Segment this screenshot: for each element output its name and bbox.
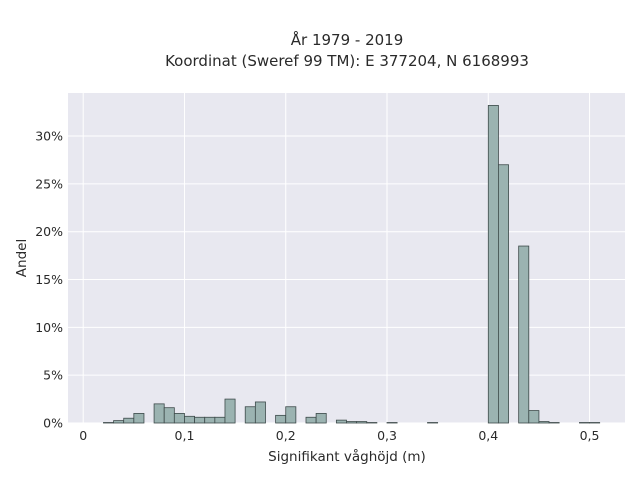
x-tick-label: 0,3 xyxy=(377,428,397,443)
histogram-bar xyxy=(153,403,165,424)
histogram-bar xyxy=(498,164,509,424)
histogram-bar xyxy=(163,407,175,424)
y-tick-label: 20% xyxy=(35,224,63,239)
histogram-bar xyxy=(224,398,236,424)
y-tick-label: 10% xyxy=(35,320,63,335)
histogram-bar xyxy=(528,410,540,424)
histogram-bar xyxy=(173,413,185,424)
x-axis-label: Signifikant våghöjd (m) xyxy=(268,448,426,465)
x-tick-labels: 0 0,1 0,2 0,3 0,4 0,5 xyxy=(79,428,599,443)
histogram-bar xyxy=(487,105,499,424)
plot-area xyxy=(68,93,625,423)
histogram-bar xyxy=(315,413,327,424)
x-tick-label: 0,4 xyxy=(478,428,498,443)
y-tick-label: 25% xyxy=(35,176,63,191)
histogram-bar xyxy=(204,416,216,424)
histogram-bar xyxy=(305,416,317,424)
histogram-bar xyxy=(214,416,226,424)
x-tick-label: 0 xyxy=(79,428,87,443)
y-tick-label: 5% xyxy=(43,368,63,383)
histogram-bar xyxy=(346,421,358,424)
histogram-bar xyxy=(518,245,530,424)
y-tick-label: 15% xyxy=(35,272,63,287)
y-tick-labels: 0% 5% 10% 15% 20% 25% 30% xyxy=(35,129,63,431)
histogram-bar xyxy=(356,421,368,424)
histogram-bar xyxy=(194,416,206,424)
x-tick-label: 0,2 xyxy=(276,428,296,443)
histogram-bar xyxy=(335,419,347,424)
histogram-bar xyxy=(184,415,195,424)
histogram-bar xyxy=(538,421,550,424)
histogram-bars xyxy=(103,105,601,424)
histogram-bar xyxy=(244,406,256,424)
chart-title-line2: Koordinat (Sweref 99 TM): E 377204, N 61… xyxy=(165,52,529,70)
chart-title-line1: År 1979 - 2019 xyxy=(291,30,404,49)
y-axis-label: Andel xyxy=(14,239,30,277)
x-tick-label: 0,5 xyxy=(580,428,600,443)
y-tick-label: 30% xyxy=(35,129,63,144)
x-tick-label: 0,1 xyxy=(175,428,195,443)
histogram-bar xyxy=(113,420,125,424)
histogram-bar xyxy=(254,401,266,424)
histogram-bar xyxy=(123,417,135,424)
histogram-bar xyxy=(133,413,145,424)
histogram-bar xyxy=(285,406,297,424)
histogram-bar xyxy=(275,414,287,424)
y-tick-label: 0% xyxy=(43,416,63,431)
